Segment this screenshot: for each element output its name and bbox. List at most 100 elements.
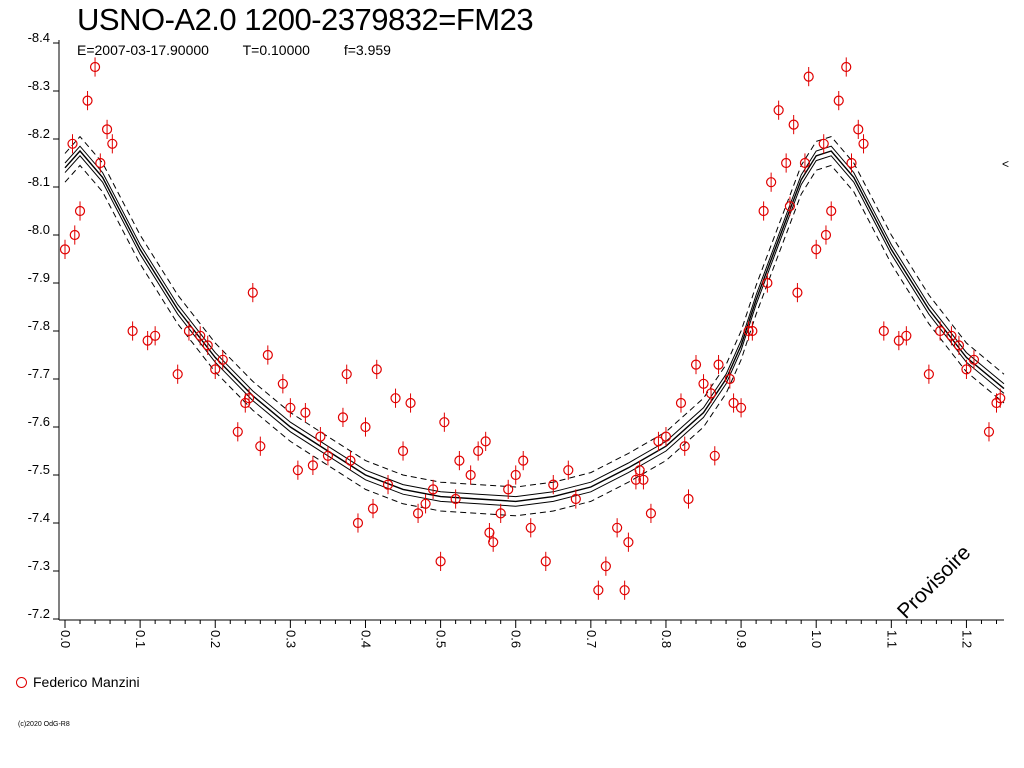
data-point [698, 378, 709, 389]
data-point [371, 364, 382, 375]
data-point [454, 455, 465, 466]
data-point [255, 441, 266, 452]
data-point [788, 119, 799, 130]
data-point [846, 157, 857, 169]
data-point [525, 522, 536, 533]
data-point [89, 61, 101, 73]
data-point [593, 585, 604, 596]
data-point [107, 138, 118, 149]
data-point [450, 493, 461, 505]
x-tick-label: 0.4 [358, 630, 373, 648]
x-tick-label: 0.7 [584, 630, 599, 648]
data-point [690, 359, 702, 370]
data-point [262, 349, 273, 361]
y-tick-label: -7.7 [28, 366, 50, 381]
data-point [645, 508, 657, 519]
data-point [67, 138, 78, 149]
data-point [74, 205, 86, 217]
chart-subtitle: E=2007-03-17.90000 T=0.10000 f=3.959 [77, 42, 419, 58]
data-point [495, 508, 506, 519]
data-point [503, 484, 514, 495]
y-tick-label: -7.2 [28, 606, 50, 621]
data-point [747, 325, 758, 337]
y-tick-label: -7.4 [28, 510, 50, 525]
data-point [709, 450, 720, 461]
data-point [762, 277, 773, 289]
data-point [150, 330, 161, 341]
data-point [439, 417, 450, 428]
data-point [634, 465, 645, 476]
legend-observer-name: Federico Manzini [33, 674, 140, 690]
data-point [660, 431, 672, 442]
data-point [345, 455, 356, 466]
data-point [853, 124, 864, 135]
data-point [95, 157, 106, 169]
data-point [946, 330, 957, 341]
data-point [69, 229, 80, 241]
data-point [412, 508, 424, 519]
data-point [465, 469, 476, 481]
data-point [292, 465, 303, 476]
data-point [612, 522, 623, 533]
copyright-notice: (c)2020 OdG-R8 [18, 721, 70, 728]
data-point [675, 397, 687, 409]
y-tick-label: -7.3 [28, 558, 50, 573]
x-tick-label: 1.0 [809, 630, 824, 648]
y-tick-label: -8.1 [28, 174, 50, 189]
x-tick-label: 0.3 [283, 630, 298, 648]
data-point [172, 369, 183, 380]
data-point [367, 503, 379, 514]
data-point [743, 325, 754, 337]
data-point [570, 493, 581, 505]
data-point [841, 61, 852, 73]
data-point [679, 441, 690, 452]
data-point [713, 359, 724, 370]
data-point [758, 205, 769, 217]
data-point [405, 397, 416, 409]
data-point [285, 402, 296, 413]
y-tick-label: -8.0 [28, 222, 50, 237]
chart-title: USNO-A2.0 1200-2379832=FM23 [77, 2, 534, 37]
data-point [953, 340, 965, 351]
data-point [781, 157, 792, 169]
data-point [435, 556, 446, 567]
data-point [638, 474, 649, 485]
data-point [82, 95, 93, 106]
data-point [480, 436, 491, 447]
data-point [217, 354, 228, 365]
edge-marker: < [1002, 157, 1010, 171]
data-point [59, 244, 71, 255]
fit-band-upper [64, 145, 1005, 498]
data-point [210, 364, 221, 375]
data-point [773, 105, 784, 116]
data-point [315, 431, 326, 442]
data-point [878, 325, 889, 337]
data-point [397, 445, 409, 457]
data-point [382, 479, 394, 490]
data-point [833, 95, 844, 106]
data-point [360, 421, 371, 433]
data-point [653, 436, 664, 447]
data-point [427, 484, 439, 495]
data-point [792, 287, 803, 298]
data-point [803, 71, 814, 82]
data-point [623, 537, 634, 548]
data-point [858, 138, 869, 149]
data-point [766, 177, 777, 188]
data-point [277, 378, 288, 389]
data-point [322, 450, 334, 461]
data-point [728, 397, 739, 409]
data-point [232, 426, 243, 437]
period-label: T=0.10000 [242, 42, 310, 58]
y-tick-label: -7.5 [28, 462, 50, 477]
fit-band-lower [64, 164, 1005, 517]
data-point [202, 340, 213, 351]
x-tick-label: 0.9 [734, 630, 749, 648]
y-tick-label: -8.2 [28, 126, 50, 141]
data-point [630, 474, 642, 485]
data-point [935, 325, 946, 337]
data-point [968, 354, 980, 365]
data-point [352, 517, 364, 529]
data-point [799, 157, 811, 169]
